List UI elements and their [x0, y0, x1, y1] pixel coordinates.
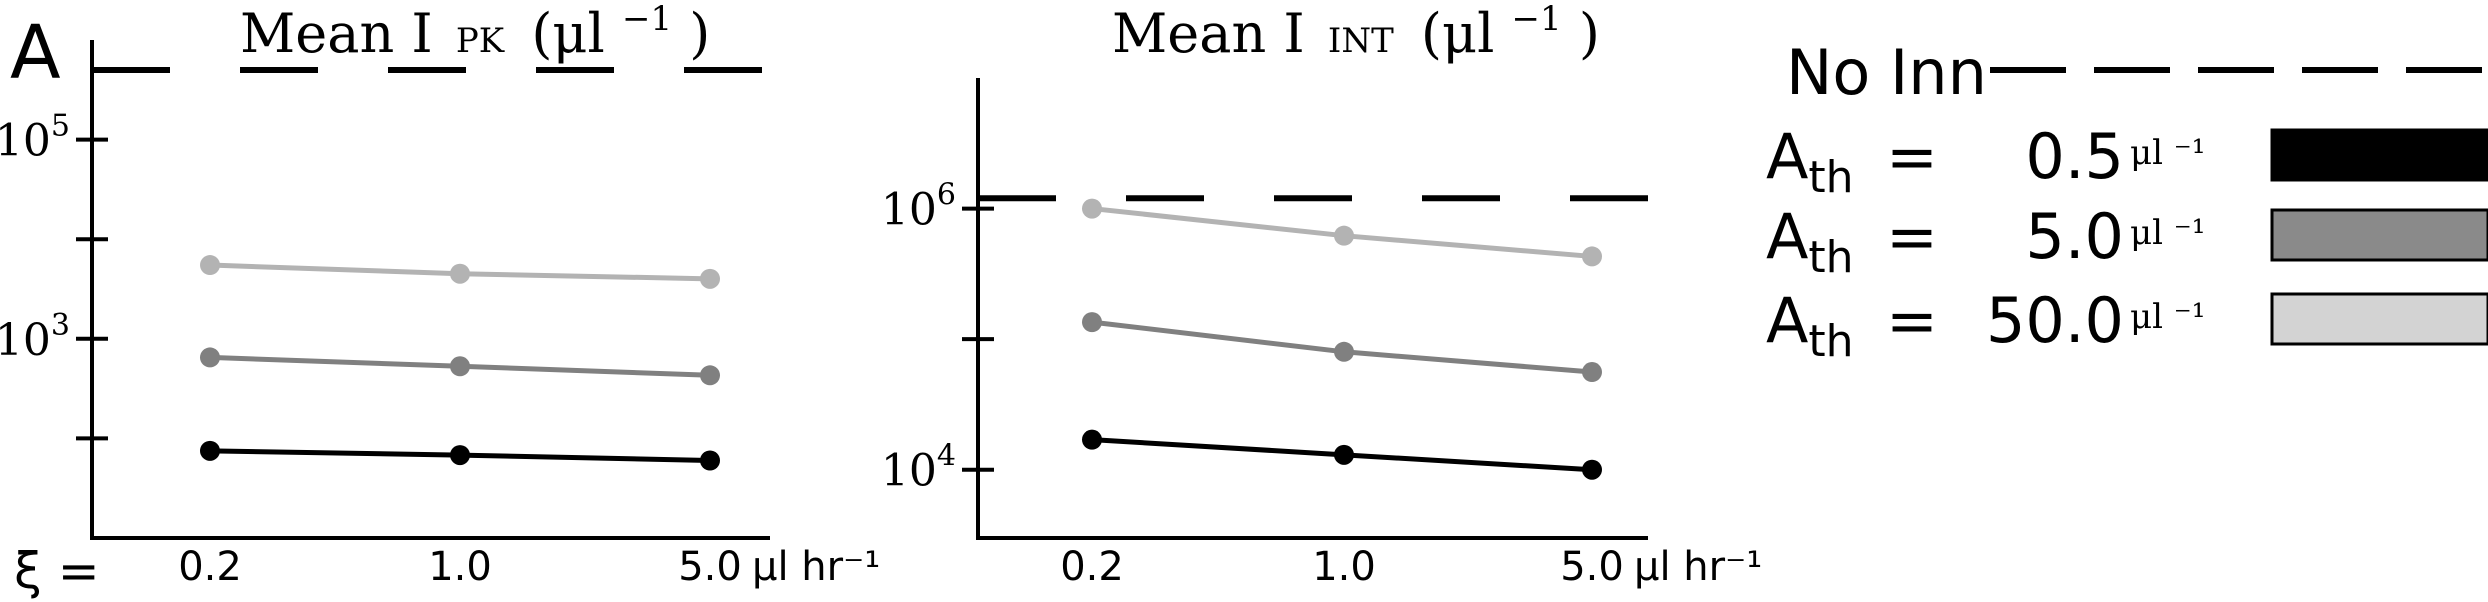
- chart2-y-tick-label-0: 106: [881, 178, 956, 236]
- chart1-title: Mean I PK (μl −1 ): [240, 0, 710, 65]
- xi-label: ξ =: [14, 542, 100, 600]
- chart1-series-0-point-0: [200, 255, 220, 276]
- chart2-series-2-point-2: [1582, 459, 1602, 480]
- legend-swatch-2: [2270, 292, 2488, 346]
- chart2-series-1-point-1: [1334, 341, 1354, 362]
- chart2-integrated: 106 104 0.2 1.0 5.0 μl hr⁻¹: [881, 78, 1762, 590]
- chart2-series-0-point-2: [1582, 246, 1602, 267]
- chart2-x-tick-label-2: 5.0: [1560, 544, 1624, 590]
- legend-swatch-1: [2270, 208, 2488, 262]
- chart1-series-0-point-1: [450, 263, 470, 284]
- chart1-series-0-point-2: [700, 268, 720, 289]
- chart2-x-tick-label-1: 1.0: [1312, 544, 1376, 590]
- legend-equals-0: =: [1886, 120, 1938, 193]
- legend-value-1: 5.0: [2025, 200, 2124, 273]
- chart2-y-tick-label-1: 104: [881, 439, 956, 497]
- chart1-peak: 105 103 0.2 1.0 5.0 μl hr⁻¹: [0, 40, 880, 590]
- legend-equals-1: =: [1886, 200, 1938, 273]
- legend-ath-label-0: Ath: [1766, 120, 1854, 203]
- legend-swatch-0: [2270, 128, 2488, 182]
- chart1-title-exp: −1: [622, 0, 672, 39]
- legend-unit-0: μl ⁻¹: [2130, 133, 2205, 173]
- chart1-title-sub: PK: [456, 21, 505, 61]
- chart2-title-exp: −1: [1512, 0, 1562, 39]
- legend-no-inn-label: No Inn: [1786, 36, 1987, 109]
- chart2-title-main: Mean I: [1112, 2, 1305, 65]
- chart1-x-tick-label-0: 0.2: [178, 544, 242, 590]
- chart1-title-unit: (μl: [531, 2, 604, 65]
- chart2-title-sub: INT: [1328, 21, 1394, 61]
- chart1-x-tick-label-1: 1.0: [428, 544, 492, 590]
- chart2-x-unit-label: μl hr⁻¹: [1634, 544, 1762, 590]
- legend-ath-label-1: Ath: [1766, 200, 1854, 283]
- chart2-series-1-point-2: [1582, 362, 1602, 383]
- chart1-series-2-point-0: [200, 440, 220, 461]
- chart2-series-2-point-0: [1082, 429, 1102, 450]
- chart2-series-2-point-1: [1334, 444, 1354, 465]
- chart2-title-unit: (μl: [1421, 2, 1494, 65]
- chart1-series-1-point-1: [450, 356, 470, 377]
- chart1-y-tick-label-1: 103: [0, 308, 70, 366]
- chart2-series-0-point-1: [1334, 225, 1354, 246]
- chart1-series-2-point-2: [700, 450, 720, 471]
- chart1-title-main: Mean I: [240, 2, 433, 65]
- chart1-series-1-point-0: [200, 347, 220, 368]
- chart1-title-close: ): [689, 2, 710, 65]
- chart2-x-tick-label-0: 0.2: [1060, 544, 1124, 590]
- legend-unit-1: μl ⁻¹: [2130, 213, 2205, 253]
- chart2-title-close: ): [1579, 2, 1600, 65]
- legend-ath-label-2: Ath: [1766, 284, 1854, 367]
- chart2-series-0-point-0: [1082, 198, 1102, 219]
- legend-value-2: 50.0: [1986, 284, 2124, 357]
- legend-equals-2: =: [1886, 284, 1938, 357]
- legend-value-0: 0.5: [2025, 120, 2124, 193]
- panel-label: A: [10, 10, 61, 96]
- chart1-x-unit-label: μl hr⁻¹: [752, 544, 880, 590]
- chart1-series-1-point-2: [700, 365, 720, 386]
- chart1-x-tick-label-2: 5.0: [678, 544, 742, 590]
- legend-unit-2: μl ⁻¹: [2130, 297, 2205, 337]
- chart1-y-tick-label-0: 105: [0, 109, 70, 167]
- chart1-series-2-point-1: [450, 445, 470, 466]
- chart2-series-1-point-0: [1082, 312, 1102, 333]
- chart2-title: Mean I INT (μl −1 ): [1112, 0, 1600, 65]
